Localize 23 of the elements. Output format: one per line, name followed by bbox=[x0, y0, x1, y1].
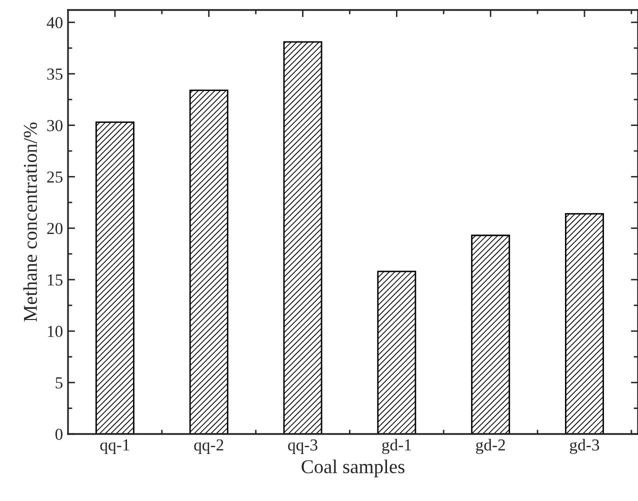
y-tick-label: 5 bbox=[56, 377, 62, 388]
y-tick-label: 40 bbox=[46, 17, 63, 28]
bar bbox=[565, 213, 604, 434]
y-tick-label: 25 bbox=[47, 171, 62, 183]
bar bbox=[95, 121, 134, 434]
x-tick-label: qq-3 bbox=[288, 439, 318, 454]
y-tick-label: 20 bbox=[47, 222, 63, 234]
bar bbox=[283, 41, 322, 434]
x-axis-title: Coal samples bbox=[302, 460, 404, 478]
y-tick-label: 10 bbox=[48, 326, 63, 338]
x-tick-label: qq-2 bbox=[194, 439, 224, 454]
y-tick-label: 30 bbox=[47, 120, 63, 132]
bar bbox=[377, 270, 416, 434]
x-tick-label: gd-2 bbox=[476, 438, 505, 454]
y-tick-label: 35 bbox=[47, 68, 62, 80]
x-tick-label: qq-1 bbox=[100, 439, 130, 454]
x-tick-label: gd-3 bbox=[570, 438, 600, 454]
y-tick-label: 15 bbox=[48, 274, 62, 286]
y-axis-title: Methane concentration/% bbox=[23, 122, 38, 322]
bar bbox=[471, 234, 510, 434]
bar bbox=[189, 90, 228, 434]
x-tick-label: gd-1 bbox=[382, 438, 411, 454]
y-tick-label: 0 bbox=[55, 428, 63, 440]
